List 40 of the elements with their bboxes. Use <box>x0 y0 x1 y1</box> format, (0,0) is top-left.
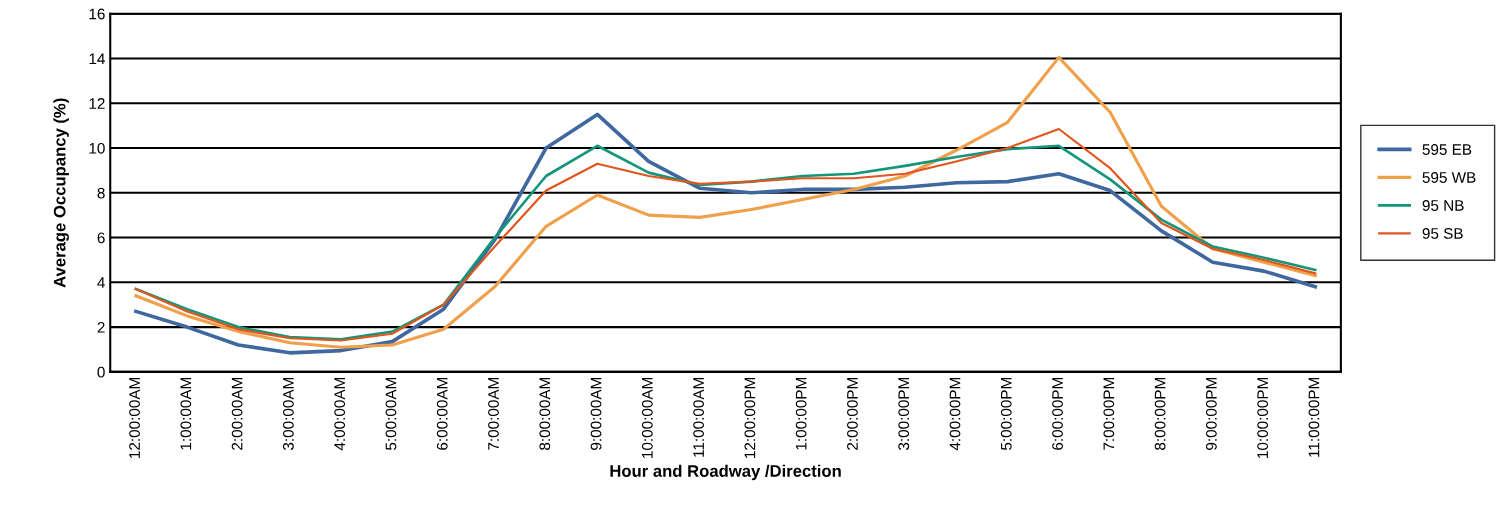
x-tick-label: 3:00:00PM <box>898 377 910 451</box>
x-tick-label: 8:00:00PM <box>1154 377 1166 450</box>
y-tick-label: 16 <box>89 8 105 20</box>
y-tick-label: 8 <box>97 187 105 199</box>
legend-label: 595 EB <box>1422 144 1472 155</box>
y-tick-label: 14 <box>89 53 105 65</box>
x-tick-label: 10:00:00PM <box>1257 377 1269 458</box>
x-tick-label: 8:00:00AM <box>539 377 551 450</box>
y-tick-label: 6 <box>97 232 105 244</box>
x-tick-label: 2:00:00PM <box>847 377 858 450</box>
x-tick-label: 10:00:00AM <box>641 377 653 458</box>
x-tick-label: 7:00:00PM <box>1103 377 1115 450</box>
x-tick-label: 7:00:00AM <box>488 377 499 450</box>
x-tick-label: 4:00:00PM <box>949 377 961 451</box>
y-tick-label: 2 <box>97 321 105 333</box>
x-tick-label: 9:00:00AM <box>590 377 602 450</box>
y-tick-label: 12 <box>89 98 105 109</box>
x-tick-label: 9:00:00PM <box>1205 377 1217 450</box>
x-tick-label: 3:00:00AM <box>282 377 294 451</box>
x-tick-label: 4:00:00AM <box>334 377 346 451</box>
legend-label: 95 SB <box>1422 228 1463 239</box>
x-tick-label: 5:00:00AM <box>385 377 397 450</box>
y-axis-title: Average Occupancy (%) <box>53 98 69 288</box>
x-tick-label: 1:00:00AM <box>180 377 192 450</box>
line-series <box>134 55 1317 349</box>
x-tick-label: 1:00:00PM <box>795 377 807 450</box>
x-tick-label: 11:00:00PM <box>1308 377 1320 457</box>
x-tick-label: 11:00:00AM <box>693 377 705 457</box>
y-tick-label: 4 <box>97 277 105 288</box>
x-tick-label: 12:00:00AM <box>129 377 140 458</box>
y-tick-label: 0 <box>97 366 105 378</box>
legend-label: 595 WB <box>1422 172 1476 183</box>
x-axis-title: Hour and Roadway /Direction <box>610 464 841 481</box>
x-tick-label: 12:00:00PM <box>744 377 756 458</box>
x-tick-label: 2:00:00AM <box>231 377 243 450</box>
x-tick-label: 5:00:00PM <box>1000 377 1012 450</box>
x-tick-label: 6:00:00PM <box>1052 377 1063 450</box>
legend-label: 95 NB <box>1422 200 1464 211</box>
x-tick-label: 6:00:00AM <box>436 377 448 450</box>
y-tick-label: 10 <box>89 142 105 154</box>
